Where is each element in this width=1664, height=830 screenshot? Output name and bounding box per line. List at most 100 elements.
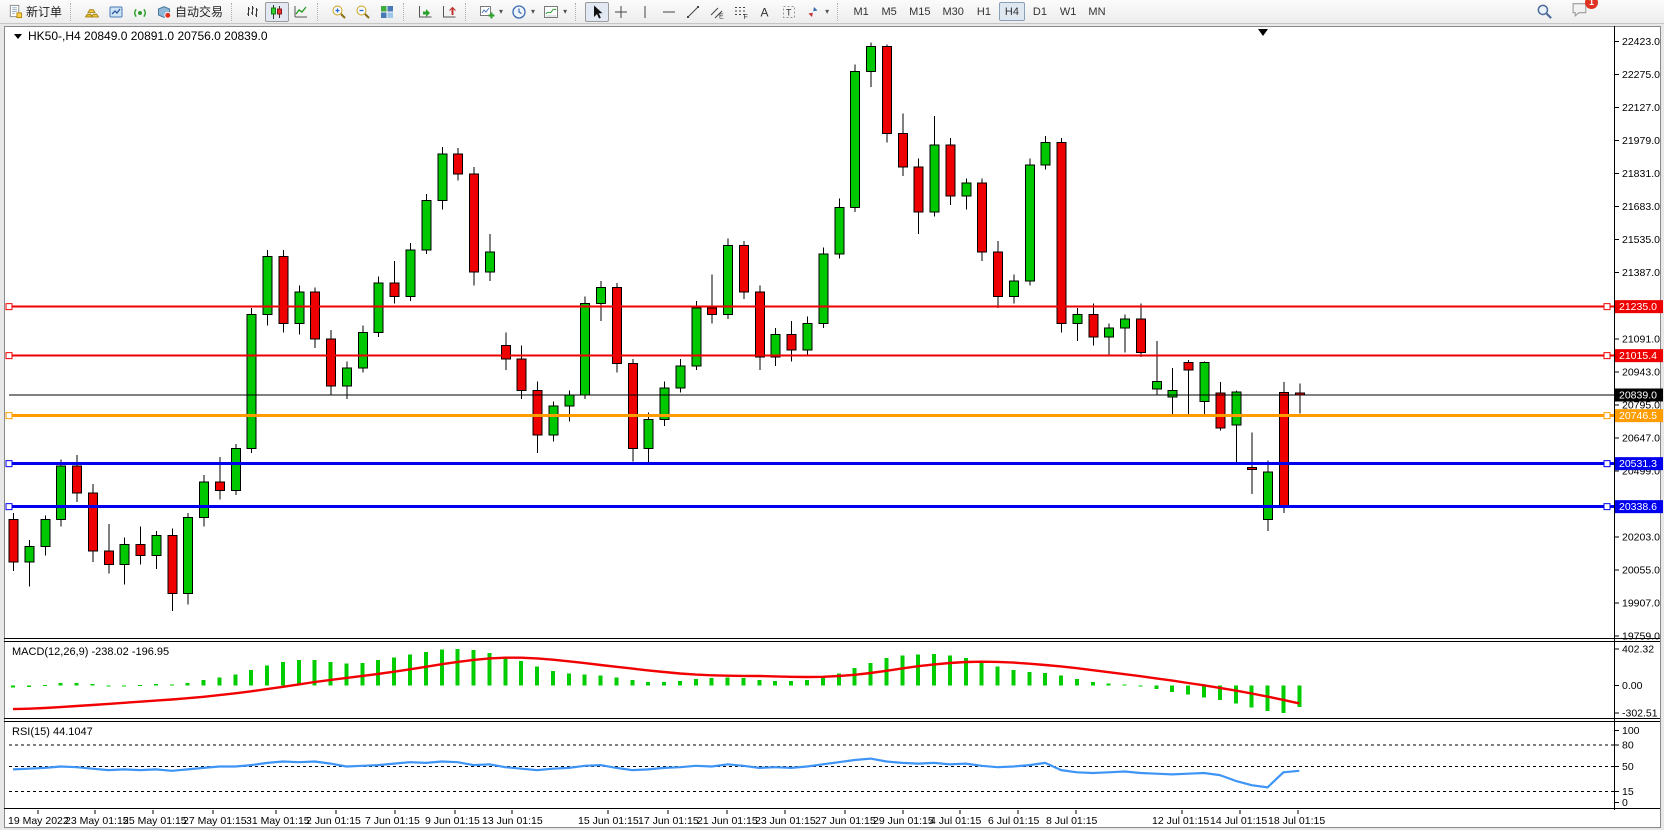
- timeframe-W1[interactable]: W1: [1055, 2, 1082, 21]
- separator: [465, 2, 472, 21]
- scroll-group: [413, 0, 461, 24]
- svg-text:E: E: [719, 13, 724, 20]
- timeframe-D1[interactable]: D1: [1027, 2, 1053, 21]
- text-button[interactable]: A: [753, 2, 777, 22]
- gold-button[interactable]: [80, 2, 104, 22]
- svg-text:0.00: 0.00: [1622, 680, 1643, 692]
- svg-text:-302.51: -302.51: [1622, 708, 1658, 720]
- svg-text:0: 0: [1622, 797, 1628, 809]
- trendline-button[interactable]: [681, 2, 705, 22]
- horizontal-lines[interactable]: [5, 303, 1614, 511]
- chart-shift-button[interactable]: [437, 2, 461, 22]
- svg-text:17 Jun 01:15: 17 Jun 01:15: [638, 815, 699, 827]
- text-label-button[interactable]: T: [777, 2, 801, 22]
- zoom-out-icon: [355, 4, 371, 20]
- rsi-panel: RSI(15) 44.1047 100 80 50 150: [9, 725, 1640, 809]
- auto-scroll-button[interactable]: [413, 2, 437, 22]
- new-order-button[interactable]: 新订单: [4, 2, 66, 22]
- arrows-button[interactable]: ▾: [801, 2, 833, 22]
- timeframe-MN[interactable]: MN: [1083, 2, 1110, 21]
- price-axis[interactable]: 22423.0 22275.0 22127.0 21979.0 21831.0 21683…: [1614, 26, 1663, 810]
- new-order-icon: [8, 4, 23, 19]
- service-group: 自动交易: [80, 0, 227, 24]
- tile-windows-icon: [379, 4, 395, 20]
- timeframe-M30[interactable]: M30: [938, 2, 969, 21]
- zoom-group: [327, 0, 399, 24]
- svg-text:80: 80: [1622, 739, 1634, 751]
- svg-text:A: A: [761, 5, 769, 19]
- svg-text:23 Jun 01:15: 23 Jun 01:15: [755, 815, 816, 827]
- svg-text:100: 100: [1622, 725, 1640, 737]
- auto-scroll-icon: [417, 4, 433, 20]
- crosshair-button[interactable]: [609, 2, 633, 22]
- svg-text:22127.0: 22127.0: [1622, 102, 1660, 114]
- svg-text:7 Jun 01:15: 7 Jun 01:15: [365, 815, 420, 827]
- text-a-icon: A: [757, 4, 773, 20]
- svg-text:27 Jun 01:15: 27 Jun 01:15: [815, 815, 876, 827]
- svg-text:20943.0: 20943.0: [1622, 366, 1660, 378]
- new-chart-icon: [479, 4, 495, 20]
- signals-button[interactable]: [128, 2, 152, 22]
- templates-button[interactable]: ▾: [539, 2, 571, 22]
- new-chart-button[interactable]: ▾: [475, 2, 507, 22]
- svg-text:T: T: [786, 7, 792, 17]
- candlestick-button[interactable]: [265, 1, 290, 22]
- shift-marker-icon: [1258, 29, 1268, 36]
- fibonacci-button[interactable]: F: [729, 2, 753, 22]
- chart-shift-icon: [441, 4, 457, 20]
- tile-windows-button[interactable]: [375, 2, 399, 22]
- zoom-out-button[interactable]: [351, 2, 375, 22]
- svg-text:20338.6: 20338.6: [1619, 501, 1657, 513]
- market-watch-button[interactable]: [104, 2, 128, 22]
- svg-text:21683.0: 21683.0: [1622, 201, 1660, 213]
- arrows-icon: [805, 4, 821, 20]
- separator: [70, 2, 77, 21]
- svg-text:21535.0: 21535.0: [1622, 234, 1660, 246]
- svg-text:21831.0: 21831.0: [1622, 168, 1660, 180]
- svg-text:29 Jun 01:15: 29 Jun 01:15: [873, 815, 934, 827]
- svg-text:20839.0: 20839.0: [1619, 390, 1657, 402]
- separator: [575, 2, 582, 21]
- svg-text:4 Jul 01:15: 4 Jul 01:15: [930, 815, 982, 827]
- svg-text:2 Jun 01:15: 2 Jun 01:15: [306, 815, 361, 827]
- vertical-line-button[interactable]: [633, 2, 657, 22]
- zoom-in-button[interactable]: [327, 2, 351, 22]
- timeframe-M1[interactable]: M1: [848, 2, 874, 21]
- horizontal-line-button[interactable]: [657, 2, 681, 22]
- timeframe-M15[interactable]: M15: [904, 2, 935, 21]
- macd-panel: MACD(12,26,9) -238.02 -196.95 402.32 0.00 -…: [11, 643, 1658, 720]
- bar-chart-icon: [245, 4, 261, 20]
- svg-text:23 May 01:15: 23 May 01:15: [65, 815, 129, 827]
- auto-trading-button[interactable]: 自动交易: [152, 2, 227, 22]
- new-order-label: 新订单: [26, 5, 63, 19]
- bar-chart-button[interactable]: [241, 2, 265, 22]
- separator: [403, 2, 410, 21]
- svg-text:F: F: [744, 14, 748, 20]
- toolbar-right-group: 1: [1532, 0, 1598, 23]
- chat-button[interactable]: 1: [1571, 0, 1598, 23]
- channel-button[interactable]: E: [705, 2, 729, 22]
- svg-text:15 Jun 01:15: 15 Jun 01:15: [578, 815, 639, 827]
- line-chart-icon: [293, 4, 309, 20]
- line-chart-button[interactable]: [289, 2, 313, 22]
- timeframe-group: M1 M5 M15 M30 H1 H4 D1 W1 MN: [847, 0, 1111, 24]
- svg-text:19759.0: 19759.0: [1622, 630, 1660, 642]
- chevron-down-icon: ▾: [563, 7, 568, 16]
- svg-text:27 May 01:15: 27 May 01:15: [183, 815, 247, 827]
- timeframe-M5[interactable]: M5: [876, 2, 902, 21]
- trendline-icon: [685, 4, 701, 20]
- chevron-down-icon: ▾: [531, 7, 536, 16]
- cursor-button[interactable]: [585, 1, 610, 22]
- svg-text:22423.0: 22423.0: [1622, 36, 1660, 48]
- timeframe-H4[interactable]: H4: [998, 2, 1025, 21]
- crosshair-icon: [613, 4, 629, 20]
- search-button[interactable]: [1532, 2, 1557, 22]
- timeframe-H1[interactable]: H1: [971, 2, 997, 21]
- svg-text:21 Jun 01:15: 21 Jun 01:15: [697, 815, 758, 827]
- chart-type-group: [241, 0, 313, 24]
- svg-text:9 Jun 01:15: 9 Jun 01:15: [425, 815, 480, 827]
- periods-button[interactable]: ▾: [507, 2, 539, 22]
- text-label-icon: T: [781, 4, 797, 20]
